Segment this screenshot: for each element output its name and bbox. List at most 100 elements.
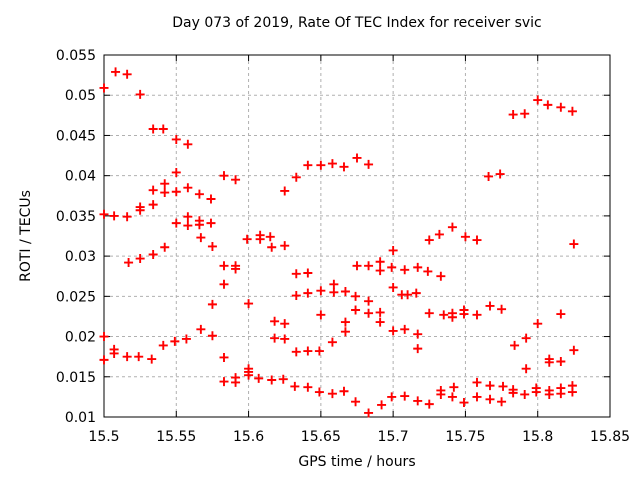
plus-marker [436,271,446,281]
x-tick-label: 15.75 [445,429,485,445]
plus-marker [99,209,109,219]
plus-marker [340,327,350,337]
plus-marker [244,299,254,309]
plus-marker [497,397,507,407]
plus-marker [520,389,530,399]
plus-marker [556,356,566,366]
plus-marker [400,324,410,334]
plus-marker [424,399,434,409]
plus-marker [231,377,241,387]
plus-marker [267,242,277,252]
plus-marker [206,218,216,228]
gridlines [104,55,610,417]
plus-marker [158,124,168,134]
plus-marker [388,245,398,255]
plus-marker [255,234,265,244]
plus-marker [171,187,181,197]
plus-marker [352,261,362,271]
plus-marker [472,310,482,320]
plus-marker [111,67,121,77]
plus-marker [303,382,313,392]
plus-marker [270,333,280,343]
plus-marker [207,299,217,309]
plus-marker [567,106,577,116]
plus-marker [99,355,109,365]
plus-marker [194,220,204,230]
plus-marker [485,394,495,404]
plus-marker [219,279,229,289]
plus-marker [207,331,217,341]
plus-marker [280,334,290,344]
plus-marker [171,134,181,144]
y-tick-label: 0.015 [56,370,96,386]
tick-labels: 15.5 15.55 15.6 15.65 15.7 15.75 15.8 15.85 0.01… [56,48,630,445]
plus-marker [533,319,543,329]
plus-marker [388,326,398,336]
plus-marker [413,329,423,339]
plus-marker [531,387,541,397]
plus-marker [254,373,264,383]
plus-marker [436,389,446,399]
plus-marker [439,310,449,320]
plus-marker [171,167,181,177]
plus-marker [364,308,374,318]
plus-marker [327,389,337,399]
plus-marker [329,279,339,289]
plus-marker [351,305,361,315]
plus-marker [485,301,495,311]
plus-marker [183,183,193,193]
plus-marker [434,229,444,239]
plus-marker [413,262,423,272]
plus-marker [447,222,457,232]
plus-marker [291,269,301,279]
plus-marker [533,95,543,105]
plus-marker [265,232,275,242]
y-tick-label: 0.035 [56,209,96,225]
plus-marker [375,317,385,327]
plus-marker [556,389,566,399]
plus-marker [314,387,324,397]
plus-marker [497,304,507,314]
x-tick-label: 15.85 [590,429,630,445]
plot-border [103,54,611,418]
plus-marker [377,400,387,410]
plus-marker [544,357,554,367]
plus-marker [567,387,577,397]
plus-marker [280,319,290,329]
plus-marker [521,364,531,374]
y-tick-label: 0.045 [56,128,96,144]
axis-ticks [103,54,611,418]
plus-marker [196,233,206,243]
plus-marker [181,334,191,344]
plus-marker [267,375,277,385]
plus-marker [183,139,193,149]
plus-marker [109,348,119,358]
plus-marker [194,189,204,199]
plus-marker [351,397,361,407]
plus-marker [508,388,518,398]
plus-marker [364,408,374,418]
x-tick-label: 15.5 [88,429,119,445]
plus-marker [327,337,337,347]
plus-marker [303,346,313,356]
plus-marker [403,290,413,300]
plus-marker [148,200,158,210]
y-tick-label: 0.025 [56,289,96,305]
plus-marker [291,291,301,301]
plus-marker [183,221,193,231]
x-axis-label: GPS time / hours [298,454,415,470]
plus-marker [411,288,421,298]
plus-marker [495,169,505,179]
y-tick-label: 0.01 [65,410,96,426]
plus-marker [122,352,132,362]
plus-marker [400,391,410,401]
plus-marker [447,392,457,402]
y-tick-label: 0.03 [65,249,96,265]
plus-marker [134,352,144,362]
x-tick-label: 15.7 [378,429,409,445]
plus-marker [280,241,290,251]
plus-marker [291,172,301,182]
plus-marker [447,312,457,322]
plus-marker [109,211,119,221]
plus-marker [219,171,229,181]
